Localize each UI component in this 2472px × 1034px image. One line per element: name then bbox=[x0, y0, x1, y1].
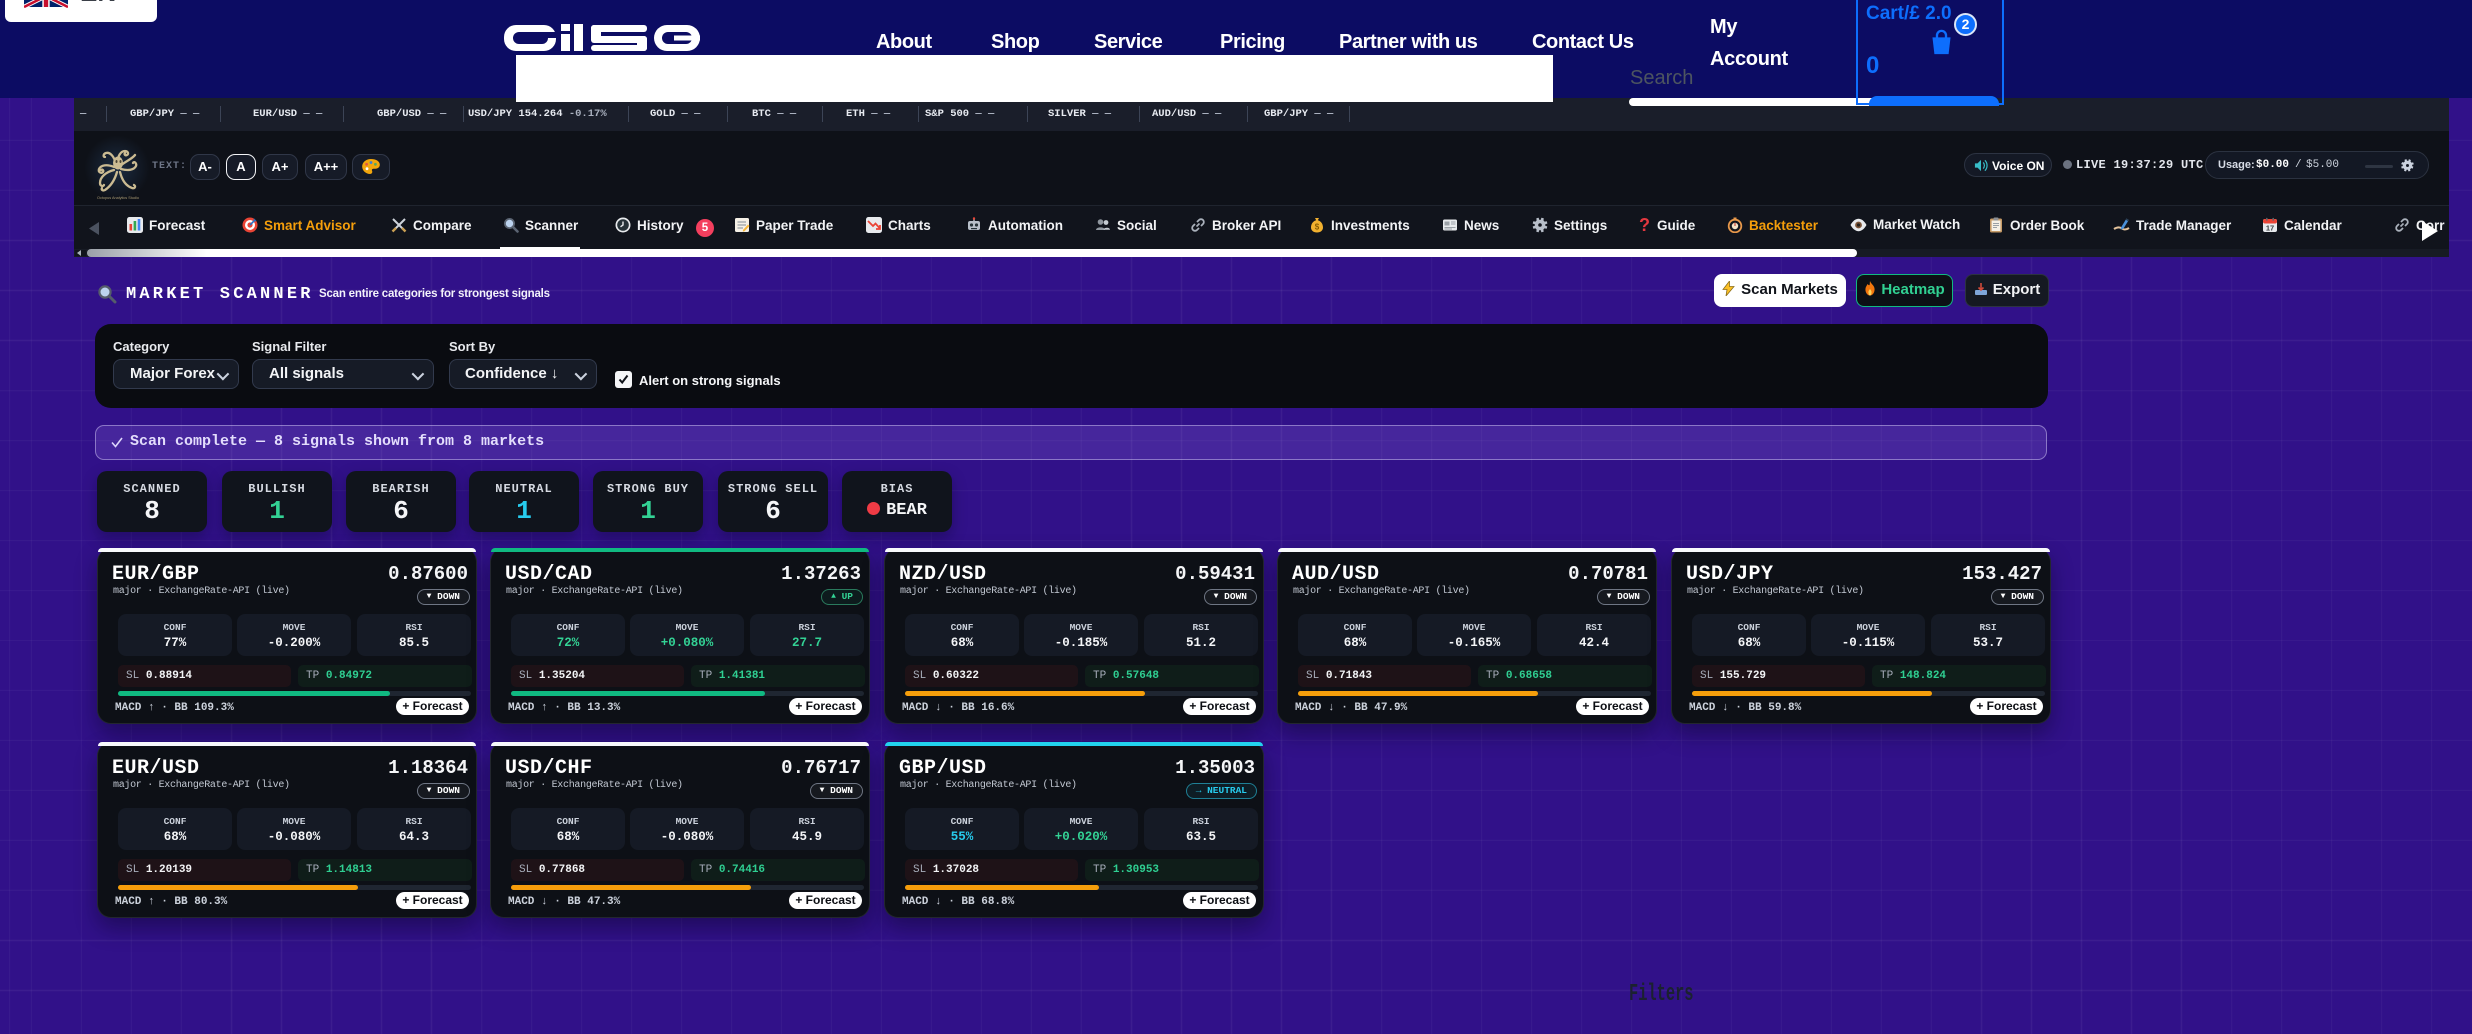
svg-text:$: $ bbox=[1315, 223, 1320, 232]
svg-text:17: 17 bbox=[2266, 223, 2274, 232]
svg-text:Octopus Analytics Studio: Octopus Analytics Studio bbox=[97, 196, 139, 200]
